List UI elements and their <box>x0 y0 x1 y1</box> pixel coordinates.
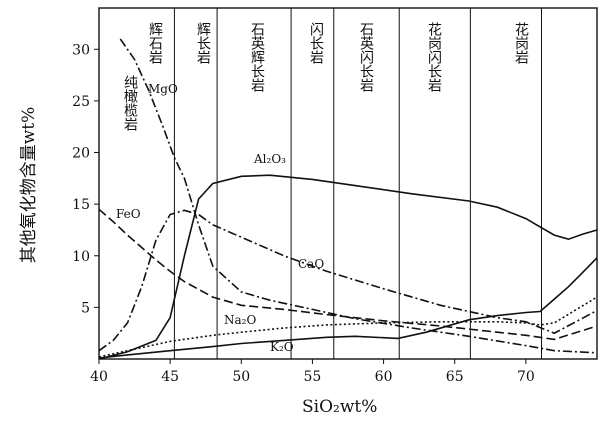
y-tick-label-1: 10 <box>72 249 90 265</box>
rock-label-gabbro: 辉长岩 <box>195 22 211 64</box>
x-tick-label-0: 40 <box>90 369 108 385</box>
series-line-2 <box>98 209 598 352</box>
series-label-na2o: Na₂O <box>224 313 256 327</box>
rock-label-granite: 花岗岩 <box>513 22 529 64</box>
y-tick-label-0: 5 <box>81 300 90 316</box>
y-tick-label-2: 15 <box>72 197 90 213</box>
y-axis: 5 10 15 20 25 30 <box>72 42 99 316</box>
rock-label-quartz-diorite: 石英闪长岩 <box>358 22 374 92</box>
rock-label-pyroxenite: 辉石岩 <box>147 22 163 64</box>
x-tick-label-6: 70 <box>517 369 535 385</box>
rock-label-diorite: 闪长岩 <box>308 22 324 64</box>
series-label-cao: CaO <box>298 257 324 271</box>
x-tick-label-3: 55 <box>304 369 322 385</box>
series-label-al2o3: Al₂O₃ <box>253 152 286 166</box>
x-axis: 40 45 50 55 60 65 70 <box>90 359 535 385</box>
x-tick-label-1: 45 <box>161 369 179 385</box>
series-line-0 <box>98 174 598 360</box>
series-lines <box>98 38 598 360</box>
rock-label-granodiorite: 花岗闪长岩 <box>426 22 442 92</box>
x-axis-title: SiO₂wt% <box>302 397 377 417</box>
x-tick-label-5: 65 <box>446 369 464 385</box>
y-tick-label-4: 25 <box>72 94 90 110</box>
rock-label-quartz-gabbro: 石英辉长岩 <box>249 22 265 92</box>
series-line-4 <box>98 296 598 358</box>
rock-zone-dividers <box>173 8 543 359</box>
y-tick-label-5: 30 <box>72 42 90 58</box>
series-label-k2o: K₂O <box>270 340 294 354</box>
series-line-3 <box>98 208 598 341</box>
series-line-5 <box>98 257 598 359</box>
plot-frame <box>98 7 598 360</box>
series-line-1 <box>119 38 598 354</box>
series-label-mgo: MgO <box>148 82 178 96</box>
x-tick-label-2: 50 <box>232 369 250 385</box>
y-axis-title: 其他氧化物含量wt% <box>19 107 39 264</box>
series-label-feo: FeO <box>116 207 141 221</box>
rock-label-dunite: 纯橄榄岩 <box>122 75 138 131</box>
y-tick-label-3: 20 <box>72 146 90 162</box>
x-tick-label-4: 60 <box>375 369 393 385</box>
